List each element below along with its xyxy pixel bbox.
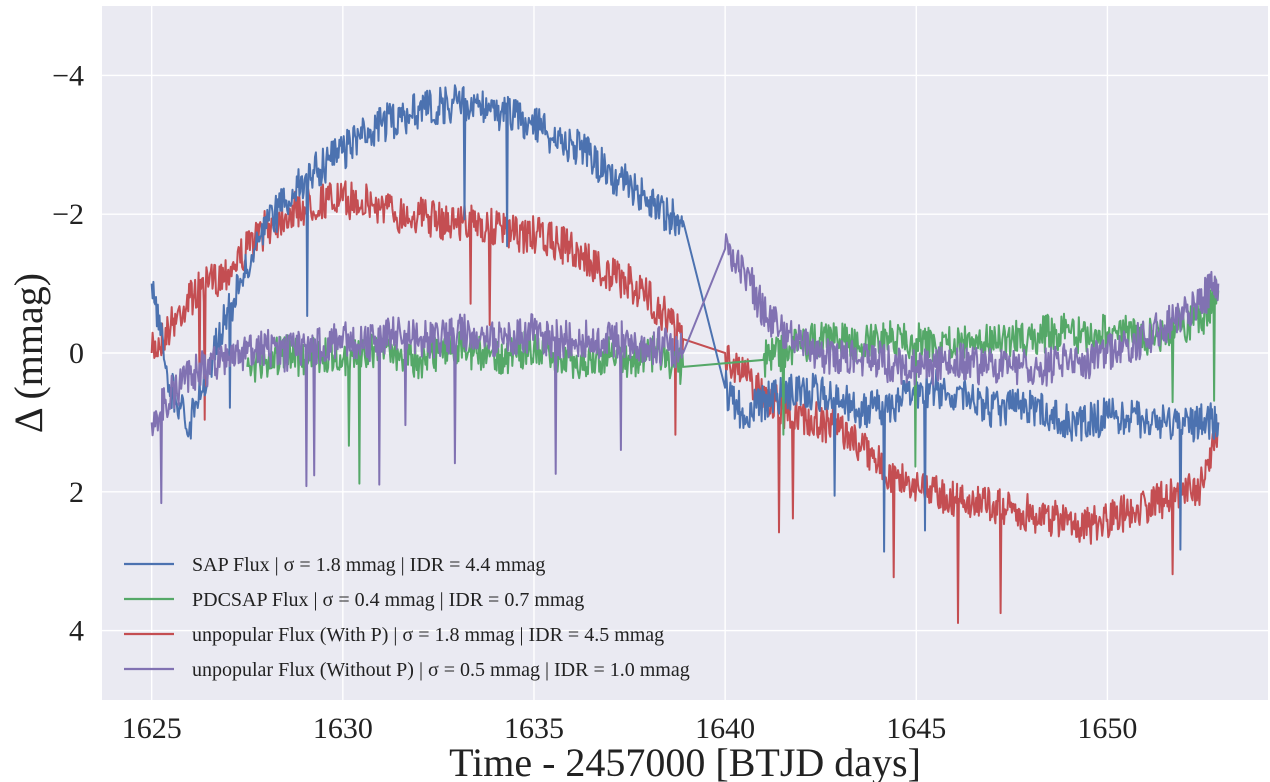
y-tick-label: 0 xyxy=(69,337,84,370)
x-tick-labels: 1625 1630 1635 1640 1645 1650 xyxy=(122,712,1138,745)
y-axis-label: Δ (mmag) xyxy=(6,273,51,433)
x-tick-label: 1650 xyxy=(1077,712,1137,745)
legend: SAP Flux | σ = 1.8 mmag | IDR = 4.4 mmag… xyxy=(124,554,690,681)
x-tick-label: 1645 xyxy=(886,712,946,745)
legend-entry: PDCSAP Flux | σ = 0.4 mmag | IDR = 0.7 m… xyxy=(192,589,584,611)
x-tick-label: 1630 xyxy=(313,712,373,745)
y-tick-label: 2 xyxy=(69,476,84,509)
legend-entry: unpopular Flux (Without P) | σ = 0.5 mma… xyxy=(192,659,690,681)
series-line xyxy=(150,84,1220,553)
x-tick-label: 1625 xyxy=(122,712,182,745)
y-tick-labels: −4 −2 0 2 4 xyxy=(52,59,84,647)
legend-entry: SAP Flux | σ = 1.8 mmag | IDR = 4.4 mmag xyxy=(192,554,545,576)
series-line xyxy=(150,180,1220,624)
y-tick-label: −2 xyxy=(52,198,84,231)
legend-entry: unpopular Flux (With P) | σ = 1.8 mmag |… xyxy=(192,624,664,646)
y-tick-label: −4 xyxy=(52,59,84,92)
x-axis-label: Time - 2457000 [BTJD days] xyxy=(449,740,921,782)
series-line xyxy=(246,277,1220,485)
y-tick-label: 4 xyxy=(69,615,84,648)
series-layer xyxy=(150,84,1220,624)
series-line xyxy=(150,233,1220,505)
x-tick-label: 1635 xyxy=(504,712,564,745)
x-tick-label: 1640 xyxy=(695,712,755,745)
